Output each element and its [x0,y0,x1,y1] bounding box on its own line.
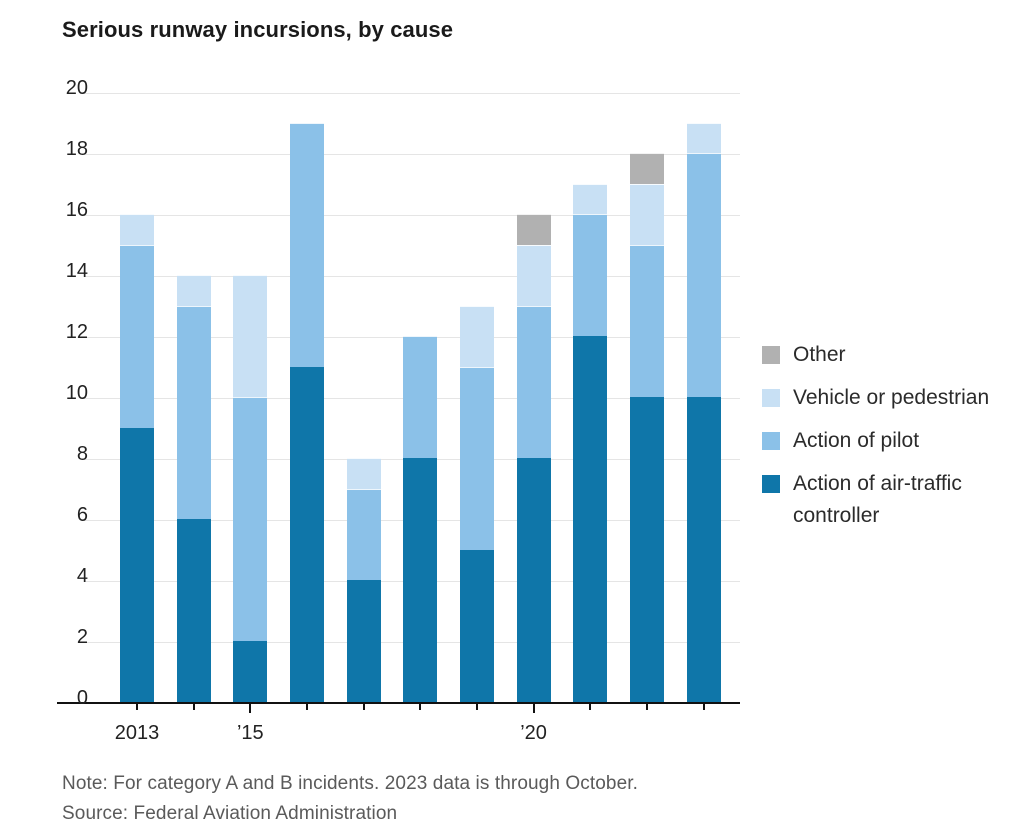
bar-segment [516,244,551,306]
x-axis-tick [136,704,138,710]
bar-segment [629,244,664,397]
bar-segment [120,244,154,428]
legend-item: Action of air-traffic controller [762,468,1018,532]
bar-segment [403,458,438,702]
bar-segment [459,549,494,702]
bar-segment [233,397,268,641]
bar-segment [573,336,608,702]
bar-segment [176,305,211,519]
bar-segment [120,427,154,702]
y-axis-label: 4 [76,565,88,587]
bar-segment [629,153,664,184]
y-axis-label: 18 [65,138,88,160]
bar-segment [459,366,494,550]
gridline [85,215,740,216]
x-axis-line [57,702,740,704]
legend-swatch [762,432,780,450]
x-axis-tick [475,704,478,710]
x-axis-label: ’20 [520,722,547,744]
legend-item: Vehicle or pedestrian [762,382,1018,414]
bar-segment [346,488,381,580]
x-axis-tick [589,704,592,710]
bar-segment [629,183,664,245]
x-axis-tick [362,704,365,710]
bar-segment [516,214,551,245]
bar-segment [289,122,324,367]
x-axis-tick [419,704,422,710]
x-axis-tick [532,704,535,713]
y-axis-label: 16 [65,199,88,221]
legend-swatch [762,389,780,407]
x-axis-tick [249,704,252,713]
bar-segment [686,397,721,702]
x-axis-tick [702,704,705,710]
bar-segment [459,305,494,367]
bar-segment [346,580,381,702]
chart-note: Note: For category A and B incidents. 20… [62,773,638,794]
bar-segment [573,183,608,214]
bar-segment [346,458,381,489]
legend-label: Action of air-traffic controller [793,472,962,527]
gridline [85,154,740,155]
y-axis-label: 12 [65,321,88,343]
chart-legend: Other Vehicle or pedestrian Action of pilo… [762,339,1018,543]
y-axis-label: 6 [76,504,88,526]
bar-segment [233,641,268,702]
bar-segment [233,275,268,397]
legend-label: Action of pilot [793,429,920,452]
bar-segment [629,397,664,702]
bar-segment [403,336,438,458]
chart-source: Source: Federal Aviation Administration [62,803,398,824]
bar-segment [120,214,154,245]
y-axis-label: 10 [65,382,88,404]
legend-label: Vehicle or pedestrian [793,386,990,409]
plot-area [57,93,740,704]
chart-title: Serious runway incursions, by cause [62,17,454,42]
bar-segment [573,214,608,336]
bar-segment [176,519,211,702]
legend-swatch [762,475,780,493]
legend-item: Action of pilot [762,425,1018,457]
y-axis-label: 0 [76,687,88,709]
gridline [85,93,740,94]
bar-segment [686,153,721,397]
y-axis-label: 2 [76,626,88,648]
x-axis-tick [305,704,308,710]
bar-segment [516,458,551,702]
x-axis-tick [192,704,195,710]
bar-segment [516,305,551,458]
legend-label: Other [793,343,846,366]
bar-segment [176,275,211,306]
bar-segment [289,366,324,702]
x-axis-tick [645,704,648,710]
legend-item: Other [762,339,1018,371]
x-axis-label: ’15 [236,722,264,744]
y-axis-label: 20 [65,77,88,99]
bar-segment [686,122,721,153]
x-axis-label: 2013 [114,722,160,744]
gridline [85,276,740,277]
y-axis-label: 14 [65,260,88,282]
legend-swatch [762,346,780,364]
y-axis-label: 8 [76,443,88,465]
